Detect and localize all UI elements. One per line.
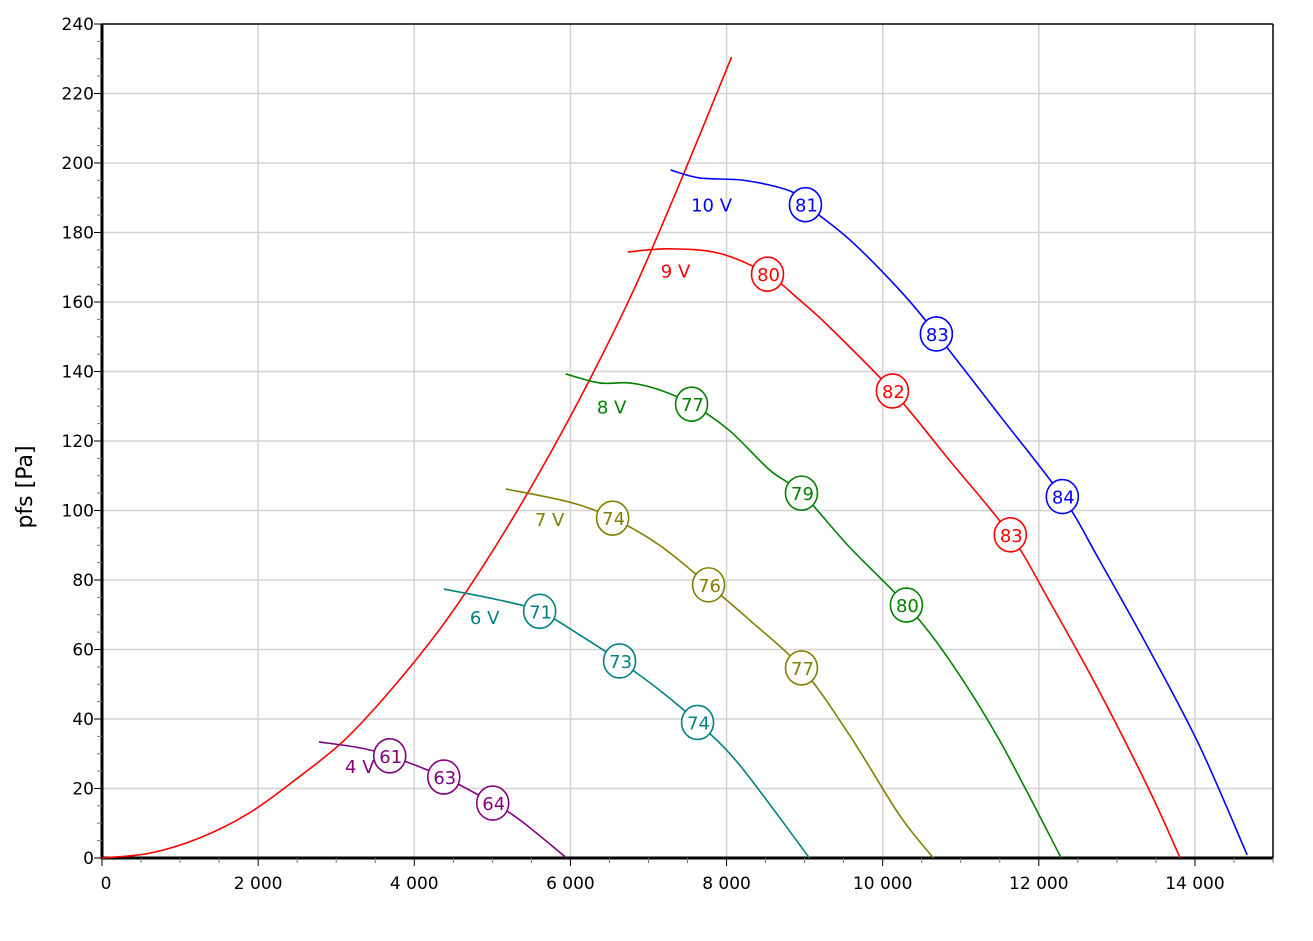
y-tick-label: 220 [62, 85, 94, 105]
series-label: 4 V [345, 757, 375, 778]
series-label: 7 V [535, 510, 565, 531]
series-label: 9 V [661, 262, 691, 283]
efficiency-marker [919, 316, 954, 352]
efficiency-marker-label: 63 [433, 768, 456, 789]
x-tick-label: 8 000 [702, 874, 751, 894]
series-8v: 8 V 77 79 80 [565, 373, 1062, 859]
series-line [505, 488, 935, 859]
series-10v: 10 V 81 83 84 [670, 169, 1248, 856]
efficiency-marker-label: 73 [609, 652, 632, 673]
x-tick-label: 0 [101, 874, 112, 894]
efficiency-marker-label: 84 [1052, 488, 1075, 509]
x-tick-label: 14 000 [1165, 874, 1224, 894]
efficiency-marker [750, 256, 785, 293]
y-tick-label: 160 [62, 293, 94, 313]
y-tick-label: 40 [72, 710, 94, 730]
efficiency-marker-label: 71 [529, 602, 552, 623]
efficiency-marker-label: 79 [791, 484, 814, 505]
efficiency-marker [875, 373, 910, 409]
efficiency-marker [680, 704, 715, 741]
efficiency-marker-label: 74 [602, 509, 625, 530]
efficiency-marker [993, 517, 1028, 553]
y-tick-label: 240 [62, 15, 94, 35]
efficiency-marker [784, 475, 819, 511]
y-tick-label: 0 [83, 849, 94, 869]
x-tick-label: 12 000 [1009, 874, 1068, 894]
efficiency-marker [1045, 478, 1080, 515]
y-tick-label: 80 [72, 571, 94, 591]
series-7v: 7 V 74 76 77 [505, 488, 935, 859]
series-6v: 6 V 71 73 74 [443, 588, 811, 859]
efficiency-marker [426, 759, 461, 795]
x-tick-label: 6 000 [546, 874, 595, 894]
efficiency-marker-label: 77 [681, 395, 704, 416]
efficiency-marker [691, 567, 726, 603]
y-tick-label: 200 [62, 154, 94, 174]
x-tick-label: 2 000 [234, 874, 283, 894]
efficiency-marker-label: 83 [926, 325, 949, 346]
series-label: 8 V [597, 397, 627, 418]
series-9v: 9 V 80 82 83 [627, 248, 1181, 859]
efficiency-marker-label: 64 [482, 794, 505, 815]
efficiency-marker-label: 83 [1000, 526, 1023, 547]
series-4v: 4 V 61 63 64 [318, 738, 568, 859]
efficiency-marker [475, 785, 510, 821]
efficiency-marker-label: 82 [882, 382, 905, 403]
efficiency-marker-label: 74 [687, 713, 710, 734]
y-tick-label: 180 [62, 224, 94, 244]
efficiency-marker [595, 500, 630, 536]
efficiency-marker [522, 593, 557, 630]
efficiency-marker [784, 650, 819, 686]
efficiency-marker-label: 76 [698, 576, 721, 597]
efficiency-marker [674, 386, 709, 422]
efficiency-marker-label: 61 [379, 747, 402, 768]
efficiency-marker-label: 80 [896, 596, 919, 617]
efficiency-marker [602, 643, 637, 679]
x-tick-label: 10 000 [853, 874, 912, 894]
efficiency-marker [889, 587, 924, 623]
y-tick-label: 140 [62, 363, 94, 383]
efficiency-marker [372, 738, 407, 774]
x-tick-label: 4 000 [390, 874, 439, 894]
series-line [627, 248, 1181, 859]
y-axis-label: pfs [Pa] [13, 445, 38, 528]
y-tick-label: 120 [62, 432, 94, 452]
y-tick-label: 20 [72, 780, 94, 800]
series-label: 10 V [691, 196, 733, 217]
efficiency-marker-label: 80 [757, 265, 780, 286]
series-line [565, 373, 1062, 859]
efficiency-marker-label: 77 [791, 659, 814, 680]
series-label: 6 V [470, 608, 500, 629]
tick-labels: 0 2 000 4 000 6 000 8 000 10 000 12 000 14 000 0… [62, 15, 1225, 894]
axes [94, 23, 1274, 866]
system-curve-line [101, 56, 733, 859]
y-tick-label: 60 [72, 641, 94, 661]
efficiency-marker [788, 186, 823, 223]
efficiency-marker-label: 81 [795, 196, 818, 217]
y-tick-label: 100 [62, 502, 94, 522]
